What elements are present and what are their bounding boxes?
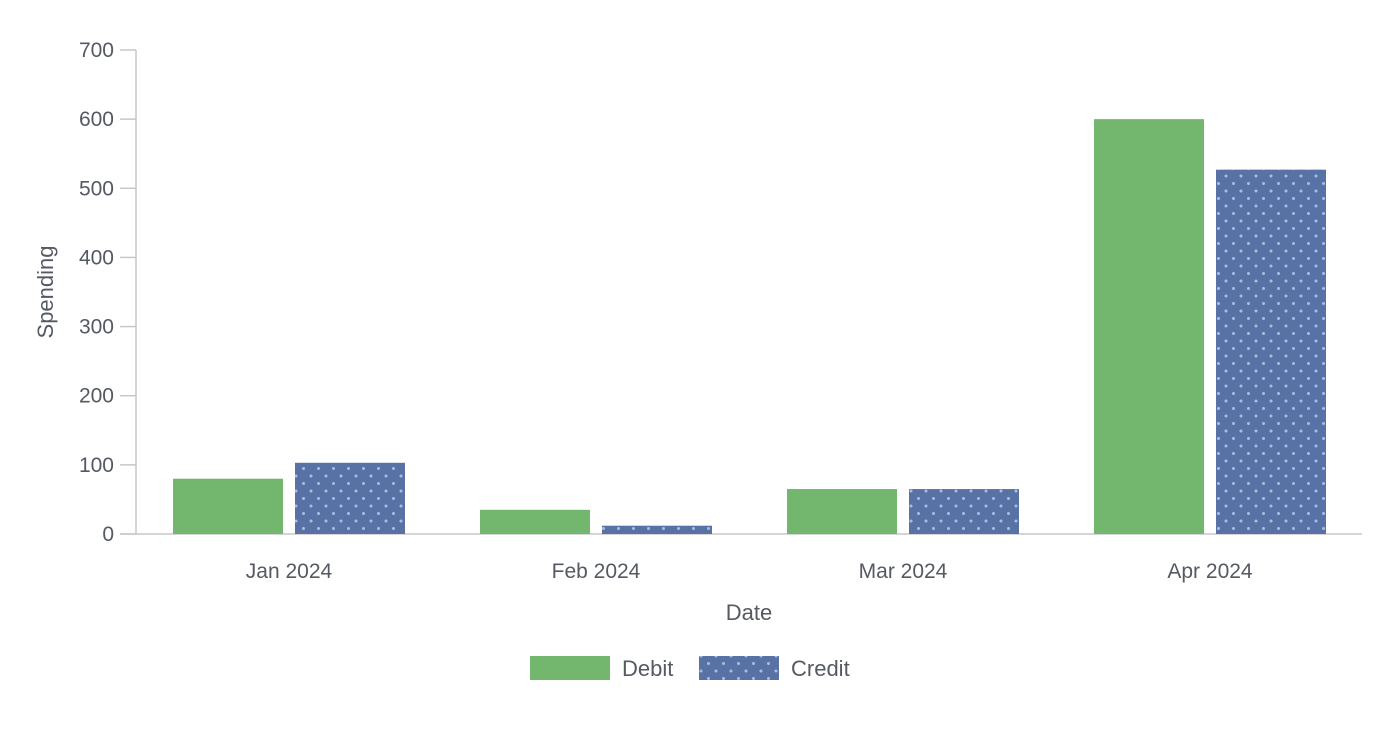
y-axis: 0 100 200 300 400 500 600 700 bbox=[79, 39, 137, 546]
x-tick-label: Feb 2024 bbox=[552, 560, 641, 583]
x-tick-label: Jan 2024 bbox=[246, 560, 333, 583]
y-tick-label: 500 bbox=[79, 177, 114, 200]
y-axis-title: Spending bbox=[33, 246, 58, 339]
bars-group bbox=[173, 119, 1326, 535]
y-tick-label: 400 bbox=[79, 246, 114, 269]
bar-credit-feb-2024 bbox=[602, 525, 712, 534]
x-tick-label: Apr 2024 bbox=[1167, 560, 1253, 583]
x-tick-label: Mar 2024 bbox=[859, 560, 948, 583]
y-tick-label: 600 bbox=[79, 108, 114, 131]
legend-label-debit: Debit bbox=[622, 656, 673, 681]
y-tick-label: 300 bbox=[79, 316, 114, 339]
bar-debit-jan-2024 bbox=[173, 478, 283, 534]
bar-debit-mar-2024 bbox=[787, 489, 897, 534]
bar-credit-jan-2024 bbox=[295, 462, 405, 534]
bar-debit-apr-2024 bbox=[1094, 119, 1204, 535]
legend: Debit Credit bbox=[530, 656, 850, 681]
legend-swatch-debit bbox=[530, 656, 610, 680]
x-axis: Jan 2024 Feb 2024 Mar 2024 Apr 2024 bbox=[120, 533, 1362, 583]
y-tick-label: 0 bbox=[102, 523, 114, 546]
y-tick-label: 700 bbox=[79, 39, 114, 62]
x-axis-title: Date bbox=[726, 600, 772, 625]
legend-label-credit: Credit bbox=[791, 656, 850, 681]
bar-debit-feb-2024 bbox=[480, 509, 590, 534]
bar-credit-apr-2024 bbox=[1216, 169, 1326, 535]
y-tick-label: 200 bbox=[79, 385, 114, 408]
bar-credit-mar-2024 bbox=[909, 489, 1019, 534]
legend-swatch-credit bbox=[699, 656, 779, 680]
y-tick-label: 100 bbox=[79, 454, 114, 477]
